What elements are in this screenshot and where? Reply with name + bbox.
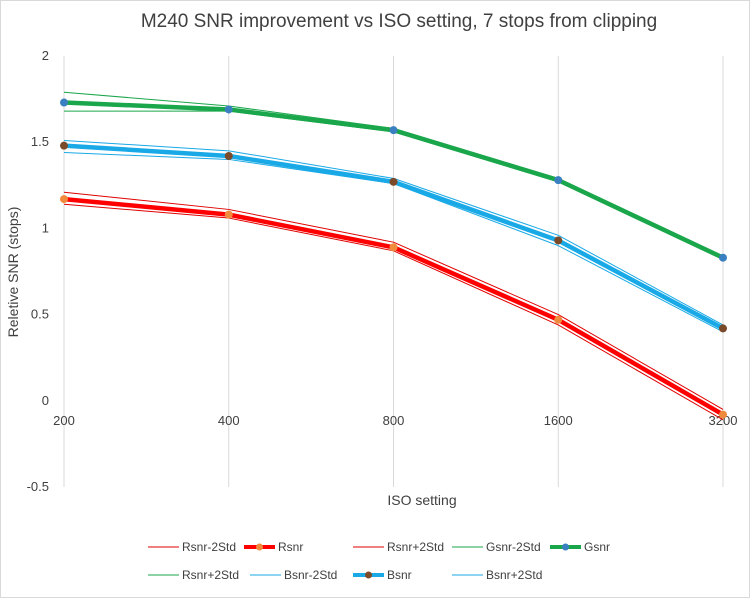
x-tick-label: 200 bbox=[53, 413, 75, 428]
legend-item: Bsnr-2Std bbox=[250, 568, 337, 582]
legend-marker bbox=[365, 571, 372, 579]
x-axis-title: ISO setting bbox=[387, 492, 456, 508]
x-tick-label: 1600 bbox=[544, 413, 573, 428]
legend-item: Gsnr bbox=[550, 540, 610, 554]
y-tick-label: -0.5 bbox=[27, 479, 49, 494]
x-tick-label: 3200 bbox=[709, 413, 738, 428]
series-layer bbox=[60, 91, 727, 421]
legend-label: Gsnr-2Std bbox=[486, 540, 541, 554]
legend-item: Rsnr-2Std bbox=[148, 540, 236, 554]
data-point bbox=[60, 141, 68, 150]
series-rsnr bbox=[60, 195, 727, 419]
x-tick-label: 800 bbox=[383, 413, 405, 428]
data-point bbox=[389, 126, 398, 135]
y-tick-label: 1.5 bbox=[31, 134, 49, 149]
data-point bbox=[719, 410, 727, 419]
series-line bbox=[63, 191, 724, 410]
data-point bbox=[389, 243, 398, 252]
y-tick-label: 0.5 bbox=[31, 307, 49, 322]
legend-label: Bsnr+2Std bbox=[486, 568, 542, 582]
legend-label: Rsnr bbox=[278, 540, 303, 554]
legend-label: Gsnr bbox=[584, 540, 610, 554]
legend-label: Rsnr+2Std bbox=[387, 540, 444, 554]
legend-marker bbox=[562, 543, 569, 551]
legend-label: Bsnr bbox=[387, 568, 412, 582]
y-tick-label: 2 bbox=[42, 48, 49, 63]
data-point bbox=[719, 324, 727, 333]
legend-item: Rsnr+2Std bbox=[353, 540, 444, 554]
data-point bbox=[554, 236, 563, 245]
data-point bbox=[554, 315, 563, 324]
series-bsnr bbox=[60, 141, 727, 333]
legend-label: Rsnr+2Std bbox=[182, 568, 239, 582]
y-axis-title: Reletive SNR (stops) bbox=[5, 207, 21, 338]
legend-item: Gsnr-2Std bbox=[452, 540, 541, 554]
data-point bbox=[224, 151, 233, 160]
data-point bbox=[224, 210, 233, 219]
legend-item: Rsnr bbox=[244, 540, 303, 554]
tick-layer: 2 1.5 1 0.5 0 -0.5 200 400 800 1600 3200 bbox=[27, 48, 738, 494]
y-tick-label: 0 bbox=[42, 393, 49, 408]
legend-label: Rsnr-2Std bbox=[182, 540, 236, 554]
legend-item: Bsnr bbox=[353, 568, 412, 582]
legend-marker bbox=[256, 543, 263, 551]
data-point bbox=[60, 98, 68, 107]
chart-title: M240 SNR improvement vs ISO setting, 7 s… bbox=[141, 11, 657, 32]
series-gsnr bbox=[60, 98, 727, 262]
y-tick-label: 1 bbox=[42, 220, 49, 235]
data-point bbox=[389, 177, 398, 186]
legend: Rsnr-2Std Rsnr Rsnr+2Std Gsnr-2Std Gsnr Rsnr+… bbox=[148, 540, 610, 582]
x-tick-label: 400 bbox=[218, 413, 240, 428]
legend-label: Bsnr-2Std bbox=[284, 568, 337, 582]
data-point bbox=[60, 195, 68, 204]
legend-item: Bsnr+2Std bbox=[452, 568, 542, 582]
data-point bbox=[224, 105, 233, 114]
data-point bbox=[554, 176, 563, 185]
data-point bbox=[719, 253, 727, 262]
series-rsnr-2std bbox=[63, 191, 724, 410]
legend-item: Rsnr+2Std bbox=[148, 568, 239, 582]
